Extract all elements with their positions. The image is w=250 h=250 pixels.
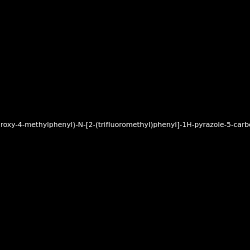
Text: 3-(2-Hydroxy-4-methylphenyl)-N-[2-(trifluoromethyl)phenyl]-1H-pyrazole-5-carboxa: 3-(2-Hydroxy-4-methylphenyl)-N-[2-(trifl… <box>0 122 250 128</box>
